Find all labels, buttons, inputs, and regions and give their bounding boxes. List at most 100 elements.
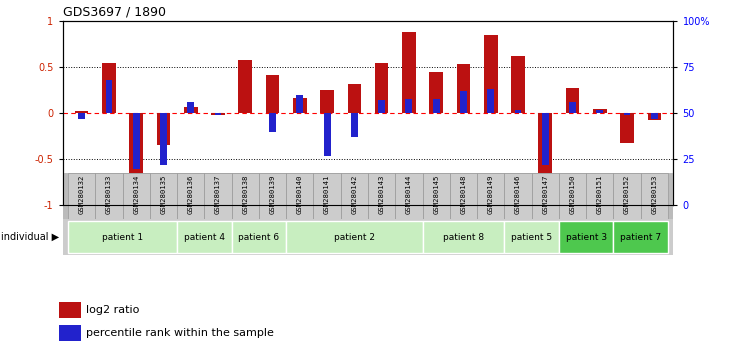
Bar — [188, 102, 194, 113]
Bar — [102, 63, 116, 113]
Bar — [123, 173, 150, 219]
Bar — [378, 101, 385, 113]
Bar — [266, 75, 280, 113]
Text: GSM280144: GSM280144 — [406, 175, 412, 214]
Bar — [286, 221, 422, 253]
Bar — [395, 173, 422, 219]
Bar — [232, 173, 259, 219]
Text: patient 3: patient 3 — [565, 233, 606, 242]
Bar — [539, 113, 552, 182]
Bar — [68, 173, 95, 219]
Text: GSM280135: GSM280135 — [160, 175, 166, 214]
Bar — [347, 84, 361, 113]
Text: percentile rank within the sample: percentile rank within the sample — [87, 328, 275, 338]
Bar — [456, 64, 470, 113]
Bar — [105, 80, 113, 113]
Bar — [593, 109, 606, 113]
Bar — [293, 98, 307, 113]
Bar — [59, 325, 81, 341]
Text: GDS3697 / 1890: GDS3697 / 1890 — [63, 6, 166, 19]
Bar — [95, 173, 123, 219]
Bar — [297, 95, 303, 113]
Bar — [542, 113, 548, 165]
Text: patient 1: patient 1 — [102, 233, 143, 242]
Bar — [504, 173, 531, 219]
Bar — [460, 91, 467, 113]
Bar — [613, 221, 668, 253]
Bar — [269, 113, 276, 132]
Bar — [132, 113, 140, 169]
Bar — [68, 221, 177, 253]
Text: GSM280152: GSM280152 — [624, 175, 630, 214]
Bar — [314, 173, 341, 219]
Text: patient 7: patient 7 — [620, 233, 661, 242]
Bar — [324, 113, 330, 156]
Text: GSM280140: GSM280140 — [297, 175, 302, 214]
Text: GSM280149: GSM280149 — [488, 175, 494, 214]
Bar — [402, 32, 416, 113]
Text: patient 4: patient 4 — [184, 233, 225, 242]
Text: GSM280136: GSM280136 — [188, 175, 194, 214]
Bar — [504, 221, 559, 253]
Bar — [586, 173, 613, 219]
Text: GSM280151: GSM280151 — [597, 175, 603, 214]
Bar — [559, 173, 586, 219]
Bar — [259, 173, 286, 219]
Bar — [596, 110, 604, 113]
Bar — [375, 63, 389, 113]
Bar — [160, 113, 167, 165]
Bar — [130, 113, 143, 178]
Bar — [150, 173, 177, 219]
Bar — [341, 173, 368, 219]
Text: GSM280137: GSM280137 — [215, 175, 221, 214]
Bar — [613, 173, 641, 219]
Bar — [569, 102, 576, 113]
Bar — [487, 89, 494, 113]
Bar — [78, 113, 85, 119]
Text: GSM280134: GSM280134 — [133, 175, 139, 214]
Text: GSM280138: GSM280138 — [242, 175, 248, 214]
Text: GSM280143: GSM280143 — [378, 175, 385, 214]
Bar — [422, 173, 450, 219]
Text: GSM280153: GSM280153 — [651, 175, 657, 214]
Bar — [286, 173, 314, 219]
Text: individual ▶: individual ▶ — [1, 232, 59, 242]
Bar — [368, 173, 395, 219]
Bar — [648, 113, 661, 120]
Bar — [559, 221, 613, 253]
Text: GSM280133: GSM280133 — [106, 175, 112, 214]
Bar — [450, 173, 477, 219]
Bar — [215, 113, 222, 115]
Bar — [651, 113, 658, 119]
Bar — [211, 113, 224, 115]
Text: GSM280147: GSM280147 — [542, 175, 548, 214]
Bar — [232, 221, 286, 253]
Bar — [351, 113, 358, 137]
Text: GSM280150: GSM280150 — [570, 175, 576, 214]
Bar — [641, 173, 668, 219]
Bar — [184, 107, 197, 113]
Bar — [512, 56, 525, 113]
Text: GSM280139: GSM280139 — [269, 175, 275, 214]
Bar — [620, 113, 634, 143]
Bar — [477, 173, 504, 219]
Text: GSM280146: GSM280146 — [515, 175, 521, 214]
Bar — [177, 173, 205, 219]
Text: patient 2: patient 2 — [334, 233, 375, 242]
Text: patient 6: patient 6 — [238, 233, 280, 242]
Bar — [433, 98, 439, 113]
Text: log2 ratio: log2 ratio — [87, 305, 140, 315]
Bar — [514, 110, 521, 113]
Bar — [531, 173, 559, 219]
Text: GSM280132: GSM280132 — [79, 175, 85, 214]
Bar — [566, 88, 579, 113]
Text: GSM280145: GSM280145 — [434, 175, 439, 214]
Bar — [320, 90, 334, 113]
Bar — [484, 35, 498, 113]
Bar — [157, 113, 170, 145]
Bar — [59, 302, 81, 318]
Text: patient 5: patient 5 — [511, 233, 552, 242]
Text: GSM280141: GSM280141 — [324, 175, 330, 214]
Bar — [422, 221, 504, 253]
Text: GSM280148: GSM280148 — [461, 175, 467, 214]
